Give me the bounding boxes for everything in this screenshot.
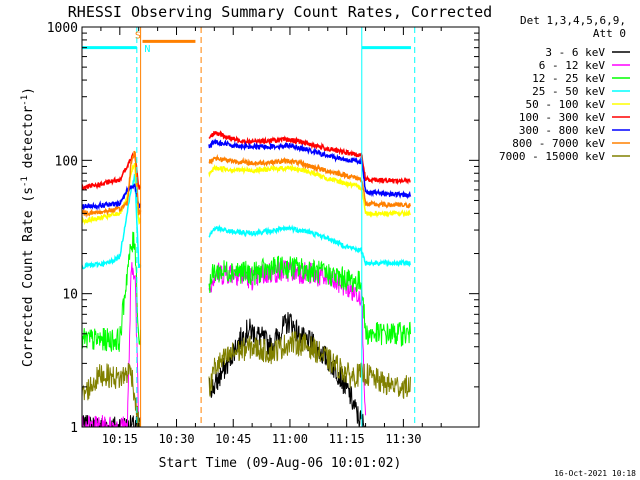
x-axis: 10:15 10:30 10:45 11:00 11:15 11:30 xyxy=(100,27,442,446)
legend-label-2: 6 - 12 keV xyxy=(539,59,606,72)
legend-header-line-1: Det 1,3,4,5,6,9, xyxy=(520,14,626,27)
plot-area: SN xyxy=(82,27,416,427)
legend-header-line-2: Att 0 xyxy=(593,27,626,40)
legend-label-3: 12 - 25 keV xyxy=(532,72,605,85)
y-tick-label-100: 100 xyxy=(55,154,78,169)
marker-label-s: S xyxy=(135,30,141,41)
series-line-3 xyxy=(82,231,411,352)
marker-label-n: N xyxy=(144,44,150,55)
series-line-6 xyxy=(82,130,411,191)
legend-label-7: 300 - 800 keV xyxy=(519,124,605,137)
legend-label-1: 3 - 6 keV xyxy=(545,46,605,59)
footer-timestamp: 16-Oct-2021 10:18 xyxy=(554,469,636,478)
legend-label-8: 800 - 7000 keV xyxy=(512,137,605,150)
y-axis: 1 10 100 1000 xyxy=(47,21,479,436)
plot-content xyxy=(82,27,416,427)
y-tick-label-10: 10 xyxy=(62,288,78,303)
legend-label-4: 25 - 50 keV xyxy=(532,85,605,98)
x-tick-label-11:00: 11:00 xyxy=(272,432,308,446)
x-tick-label-11:30: 11:30 xyxy=(385,432,421,446)
y-tick-label-1000: 1000 xyxy=(47,21,78,36)
series-line-8 xyxy=(82,150,412,219)
x-tick-label-11:15: 11:15 xyxy=(329,432,365,446)
legend-label-9: 7000 - 15000 keV xyxy=(499,150,605,163)
legend-label-6: 100 - 300 keV xyxy=(519,111,605,124)
y-tick-label-1: 1 xyxy=(70,421,78,436)
x-axis-label: Start Time (09-Aug-06 10:01:02) xyxy=(159,456,402,471)
y-axis-label: Corrected Count Rate (s-1 detector-1) xyxy=(20,87,36,367)
plot-frame xyxy=(81,26,480,428)
series-line-2 xyxy=(82,259,367,427)
x-tick-label-10:45: 10:45 xyxy=(215,432,251,446)
chart-title: RHESSI Observing Summary Count Rates, Co… xyxy=(68,3,492,21)
legend-label-5: 50 - 100 keV xyxy=(526,98,606,111)
series-line-9 xyxy=(82,331,411,427)
series-line-1 xyxy=(82,312,367,427)
series-line-7 xyxy=(82,138,412,212)
x-tick-label-10:15: 10:15 xyxy=(102,432,138,446)
series-line-4 xyxy=(82,173,412,270)
x-tick-label-10:30: 10:30 xyxy=(158,432,194,446)
